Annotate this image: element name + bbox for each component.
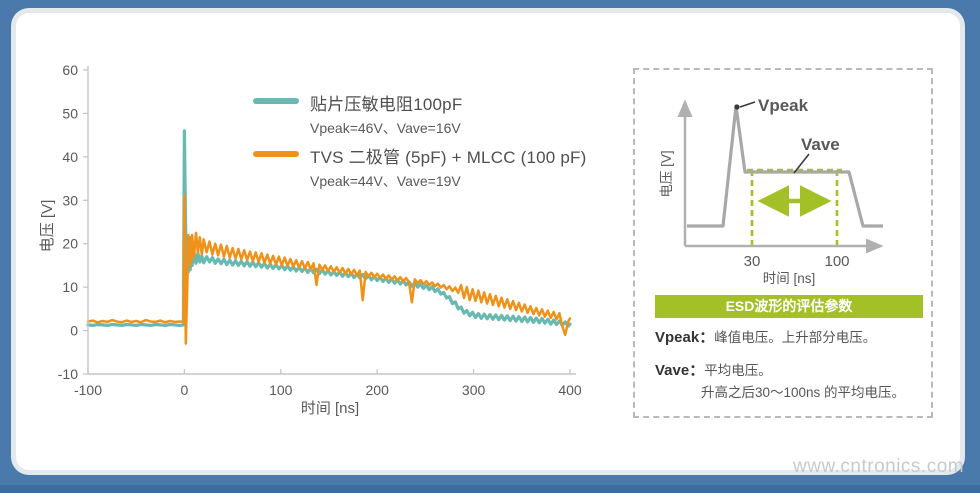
y-tick-label: 0 xyxy=(70,323,78,339)
legend-series-stats: Vpeak=46V、Vave=16V xyxy=(310,120,461,136)
inset-tick-30: 30 xyxy=(744,253,761,270)
vpeak-desc: 峰值电压。上升部分电压。 xyxy=(714,330,877,345)
y-tick-label: 10 xyxy=(62,279,78,295)
legend-series-stats: Vpeak=44V、Vave=19V xyxy=(310,173,461,189)
x-tick-label: 0 xyxy=(181,382,189,398)
definition-vave-line2: 升高之后30～100ns 的平均电压。 xyxy=(701,381,905,401)
watermark-text: www.cntronics.com xyxy=(793,456,965,477)
vpeak-label: Vpeak xyxy=(758,96,809,115)
y-axis-label: 电压 [V] xyxy=(39,200,56,253)
x-tick-label: 100 xyxy=(269,382,293,398)
definition-vave: Vave：平均电压。 xyxy=(655,359,772,380)
legend-swatch-varistor xyxy=(253,98,299,104)
inset-tick-100: 100 xyxy=(824,253,849,270)
series-group xyxy=(86,129,572,345)
tvs-mlcc-series-line xyxy=(86,194,572,345)
vpeak-term: Vpeak： xyxy=(655,329,715,346)
vave-desc: 平均电压。 xyxy=(704,363,772,378)
esd-banner: ESD波形的评估参数 xyxy=(655,295,923,318)
x-axis-label: 时间 [ns] xyxy=(301,400,359,417)
esd-inset-chart: Vpeak Vave 30 100 时间 [ns] 电压 [V] xyxy=(659,96,884,286)
x-tick-label: 400 xyxy=(558,382,582,398)
y-tick-label: 20 xyxy=(62,236,78,252)
y-tick-label: -10 xyxy=(58,366,78,382)
y-tick-label: 50 xyxy=(62,105,78,121)
inset-x-axis-label: 时间 [ns] xyxy=(763,271,816,286)
definition-vpeak: Vpeak：峰值电压。上升部分电压。 xyxy=(655,326,876,347)
legend-item-tvs-mlcc: TVS 二极管 (5pF) + MLCC (100 pF) Vpeak=44V、… xyxy=(253,143,586,191)
inset-y-axis-label: 电压 [V] xyxy=(659,150,674,197)
x-tick-label: -100 xyxy=(74,382,102,398)
varistor-series-line xyxy=(86,129,572,328)
vave-label: Vave xyxy=(801,135,840,154)
vave-callout-line xyxy=(793,153,810,174)
legend-swatch-tvs-mlcc xyxy=(253,151,299,157)
x-tick-label: 200 xyxy=(366,382,390,398)
vave-term: Vave： xyxy=(655,362,705,379)
vave-desc2: 升高之后30～100ns 的平均电压。 xyxy=(701,385,906,400)
legend-series-name: TVS 二极管 (5pF) + MLCC (100 pF) xyxy=(310,148,587,167)
esd-info-panel: Vpeak Vave 30 100 时间 [ns] 电压 [V] ESD波形的评… xyxy=(633,68,933,418)
inset-peak-dot xyxy=(734,104,740,110)
y-tick-label: 60 xyxy=(62,62,78,78)
legend-series-name: 贴片压敏电阻100pF xyxy=(310,95,463,114)
y-tick-label: 40 xyxy=(62,149,78,165)
frame-bottom-strip xyxy=(0,485,980,493)
content-card: -100 0 100 200 300 400 -10 0 10 20 30 40 50 60 时间 [ns… xyxy=(16,13,960,470)
x-tick-label: 300 xyxy=(462,382,486,398)
y-tick-label: 30 xyxy=(62,192,78,208)
legend-item-varistor: 贴片压敏电阻100pF Vpeak=46V、Vave=16V xyxy=(253,90,462,138)
inset-waveform xyxy=(687,104,883,228)
vpeak-callout-line xyxy=(739,101,756,108)
